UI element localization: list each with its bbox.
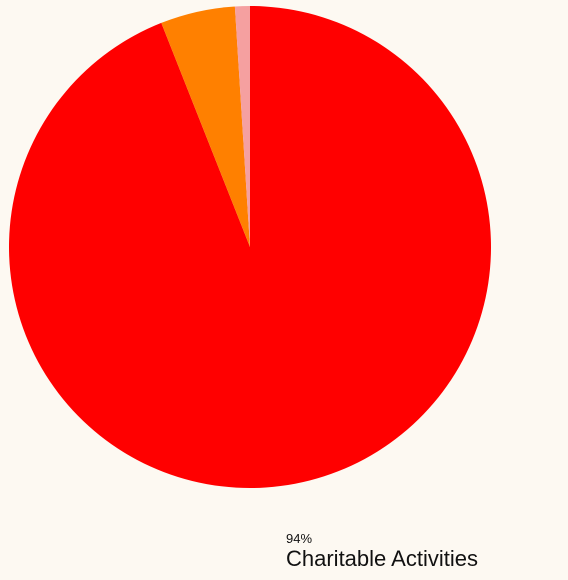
pie-slices	[9, 6, 491, 488]
legend-percent: 94%	[286, 531, 313, 546]
legend-label: Charitable Activities	[286, 546, 478, 571]
pie-slice-1	[161, 6, 250, 248]
pie-slice-2	[234, 6, 250, 247]
legend: 94% Charitable Activities	[286, 531, 478, 572]
